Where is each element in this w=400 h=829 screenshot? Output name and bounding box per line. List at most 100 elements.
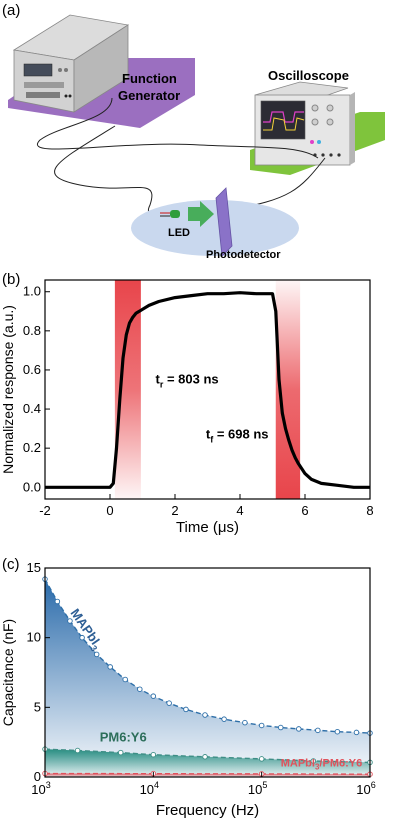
series-line <box>44 748 371 764</box>
x-tick-label: 2 <box>171 503 178 518</box>
annotation-subscript: r <box>160 380 164 390</box>
series-point <box>122 676 128 683</box>
x-tick-exponent: 6 <box>371 780 376 790</box>
series-point <box>277 724 284 731</box>
series-point <box>296 726 302 732</box>
x-tick-label: 106 <box>356 780 375 797</box>
light-arrow-icon <box>188 201 214 227</box>
series-point <box>258 756 265 762</box>
series-point <box>150 751 157 758</box>
x-axis-label: Frequency (Hz) <box>156 802 259 819</box>
series-point <box>93 651 100 658</box>
annotation-value: = 698 ns <box>213 426 268 441</box>
x-axis-label: Time (μs) <box>176 519 239 536</box>
series-point <box>334 728 341 735</box>
series-fill-area <box>45 749 370 777</box>
x-tick-label: 105 <box>248 780 267 797</box>
rise-time-annotation: tr = 803 ns <box>156 372 219 390</box>
led-icon <box>160 210 180 218</box>
x-tick-base: 10 <box>31 782 45 797</box>
series-label-subscript: 3 <box>315 763 320 772</box>
series-point <box>183 706 189 713</box>
x-tick-base: 10 <box>140 782 154 797</box>
annotation-symbol: t <box>156 372 161 387</box>
series-point <box>242 719 248 726</box>
plot-frame <box>44 567 371 778</box>
x-tick-label: 103 <box>31 780 50 797</box>
y-tick-label: 0.4 <box>23 401 41 416</box>
cable-generator-to-led <box>54 125 191 216</box>
series-point <box>54 598 61 605</box>
series-label-pm6y6: PM6:Y6 <box>100 729 147 744</box>
series-label-mapbi3-pm6y6: MAPbI3/PM6:Y6 <box>281 758 362 772</box>
series-point <box>117 749 124 756</box>
y-tick-label: 0 <box>34 769 41 784</box>
series-point <box>137 686 143 692</box>
series-point <box>202 712 208 718</box>
panel-b-label: (b) <box>2 271 20 288</box>
x-tick-exponent: 5 <box>262 780 267 790</box>
capacitance-chart-marks: 103 104 105 106051015MAPbI3PM6:Y6MAPbI3/PM6… <box>0 556 376 819</box>
series-label-subscript: 3 <box>88 643 99 653</box>
y-axis-label: Capacitance (nF) <box>0 619 16 726</box>
panel-a-label: (a) <box>2 2 21 19</box>
series-line <box>44 578 371 734</box>
y-tick-label: 1.0 <box>23 284 41 299</box>
x-tick-exponent: 4 <box>154 780 159 790</box>
series-point <box>74 747 81 754</box>
series-label-main: MAPbI <box>281 758 315 770</box>
scope-trace-yellow <box>263 117 305 131</box>
x-tick-exponent: 3 <box>46 780 51 790</box>
x-tick-label: -2 <box>39 503 51 518</box>
x-tick-label: 8 <box>366 503 373 518</box>
function-generator-label-line1: Function <box>122 71 177 86</box>
series-point <box>150 693 157 699</box>
series-point <box>107 664 113 670</box>
function-generator-label-line2: Generator <box>118 88 180 103</box>
x-tick-label: 104 <box>140 780 159 797</box>
series-point <box>315 727 321 734</box>
series-point <box>221 716 227 722</box>
y-axis-label: Normalized response (a.u.) <box>0 305 16 474</box>
photodetector-label: Photodetector <box>206 249 281 261</box>
photodetector-icon <box>215 187 233 257</box>
series-label-tail: /PM6:Y6 <box>319 758 362 770</box>
series-fill-area <box>45 579 370 777</box>
annotation-value: = 803 ns <box>163 372 218 387</box>
annotation-subscript: f <box>210 434 214 444</box>
series-point <box>79 634 85 641</box>
y-tick-label: 10 <box>27 630 41 645</box>
series-point <box>353 729 360 736</box>
fall-time-annotation: tf = 698 ns <box>206 426 269 444</box>
oscilloscope-label: Oscilloscope <box>268 68 349 83</box>
x-tick-base: 10 <box>356 782 370 797</box>
series-point <box>258 722 265 729</box>
function-generator <box>12 14 130 113</box>
plot-frame <box>44 279 371 500</box>
series-point <box>67 618 73 624</box>
y-tick-label: 0.8 <box>23 323 41 338</box>
y-tick-label: 15 <box>27 560 41 575</box>
setup-diagram: Function Generator Oscilloscope LED Phot… <box>8 14 385 261</box>
series-line <box>44 772 371 775</box>
optical-table <box>131 200 299 256</box>
oscilloscope <box>254 81 355 166</box>
y-tick-label: 0.0 <box>23 479 41 494</box>
x-tick-label: 0 <box>106 503 113 518</box>
capacitance-chart: 103 104 105 106051015MAPbI3PM6:Y6MAPbI3/PM6… <box>0 556 376 819</box>
y-tick-label: 5 <box>34 699 41 714</box>
cable-generator-to-oscilloscope <box>37 97 319 159</box>
y-tick-label: 0.6 <box>23 362 41 377</box>
x-tick-label: 4 <box>236 503 243 518</box>
series-point <box>202 754 208 760</box>
panel-c-label: (c) <box>2 556 20 573</box>
series-point <box>310 758 317 764</box>
x-tick-base: 10 <box>248 782 262 797</box>
series-point <box>166 700 172 706</box>
annotation-symbol: t <box>206 426 211 441</box>
y-tick-label: 0.2 <box>23 440 41 455</box>
led-label: LED <box>168 227 190 239</box>
scope-trace-pink <box>263 111 304 123</box>
